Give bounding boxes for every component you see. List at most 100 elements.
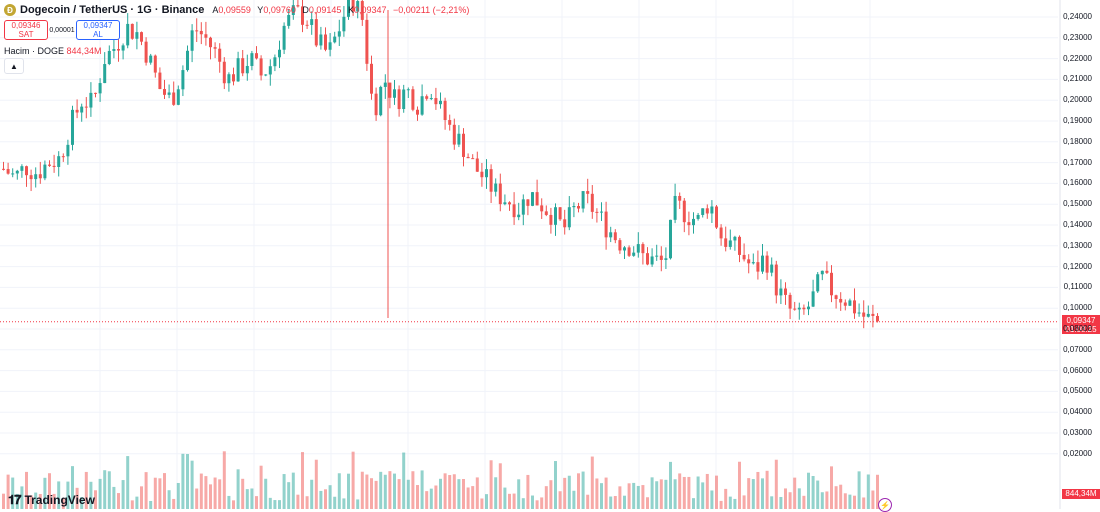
candle-body xyxy=(687,222,691,226)
volume-bar xyxy=(232,500,235,509)
candle-body xyxy=(167,92,171,95)
volume-bar xyxy=(508,493,511,509)
candle-body xyxy=(264,74,268,76)
candle-body xyxy=(176,89,180,105)
candle-body xyxy=(554,207,557,225)
candle-body xyxy=(374,93,378,116)
candle-body xyxy=(669,219,672,259)
y-axis-tick-label: 0,24000 xyxy=(1063,12,1092,21)
candle-body xyxy=(673,195,677,220)
volume-bar xyxy=(259,465,263,509)
volume-bar xyxy=(80,497,84,509)
volume-bar xyxy=(563,477,567,509)
candle-body xyxy=(98,83,102,94)
volume-bar xyxy=(2,493,5,509)
candle-body xyxy=(186,50,189,71)
volume-bar xyxy=(457,479,461,509)
candle-body xyxy=(526,199,530,206)
symbol-title[interactable]: Dogecoin / TetherUS · 1G · Binance xyxy=(20,4,205,16)
candle-body xyxy=(365,19,369,64)
candle-body xyxy=(756,262,760,272)
y-axis-tick-label: 0,21000 xyxy=(1063,74,1092,84)
candle-body xyxy=(370,63,373,94)
volume-bar xyxy=(636,485,640,509)
candle-body xyxy=(485,169,488,178)
volume-bar xyxy=(632,482,636,509)
y-axis-tick-label: 0,16000 xyxy=(1063,178,1092,188)
volume-bar xyxy=(360,471,364,509)
symbol-header[interactable]: Ð Dogecoin / TetherUS · 1G · Binance A0,… xyxy=(4,4,469,16)
candle-body xyxy=(457,133,461,145)
candle-body xyxy=(448,120,452,125)
candle-body xyxy=(443,100,447,121)
candle-body xyxy=(121,45,125,51)
candle-body xyxy=(636,244,640,253)
y-axis-tick-label: 0,13000 xyxy=(1063,240,1092,250)
candle-body xyxy=(227,74,231,84)
candle-body xyxy=(632,252,636,256)
candle-body xyxy=(406,89,410,91)
candle-body xyxy=(820,270,824,275)
volume-bar xyxy=(255,496,258,509)
candle-body xyxy=(738,236,741,255)
volume-bar xyxy=(696,476,700,509)
volume-bar xyxy=(613,496,617,509)
volume-bar xyxy=(682,476,686,509)
buy-button[interactable]: 0,09347 AL xyxy=(76,20,120,40)
volume-bar xyxy=(181,453,185,509)
volume-bar xyxy=(871,490,875,509)
volume-bar xyxy=(475,477,479,509)
volume-bar xyxy=(788,492,792,509)
y-axis-tick-label: 0,02000 xyxy=(1063,448,1092,458)
candle-body xyxy=(71,109,74,145)
chevron-up-icon[interactable]: ▲ xyxy=(4,58,24,74)
last-price-tag: 0,09347 01:08:25 xyxy=(1062,315,1100,334)
volume-bar xyxy=(452,474,456,509)
candle-body xyxy=(558,207,562,220)
tradingview-logo[interactable]: 𝟏𝟕 TradingView xyxy=(8,492,95,507)
volume-bar xyxy=(245,489,249,509)
volume-bar xyxy=(158,478,162,509)
volume-bar xyxy=(751,479,755,509)
volume-bar xyxy=(218,479,222,509)
volume-bar xyxy=(843,493,847,509)
volume-bar xyxy=(623,495,626,509)
candle-body xyxy=(535,192,539,206)
volume-bar xyxy=(770,496,774,509)
volume-bar xyxy=(664,479,668,509)
volume-bar xyxy=(406,479,410,509)
volume-bar xyxy=(595,478,599,509)
sell-button[interactable]: 0,09346 SAT xyxy=(4,20,48,40)
candle-body xyxy=(158,72,162,90)
volume-bar xyxy=(604,477,608,509)
candle-body xyxy=(94,92,97,94)
volume-bar xyxy=(351,451,355,509)
candle-body xyxy=(498,183,502,205)
candle-body xyxy=(853,300,856,314)
candle-body xyxy=(89,92,93,108)
volume-bar xyxy=(549,480,553,509)
volume-bar xyxy=(314,459,318,509)
candle-body xyxy=(866,313,870,317)
volume-bar xyxy=(121,480,125,509)
candle-body xyxy=(604,211,608,238)
volume-legend[interactable]: Hacim · DOGE 844,34M xyxy=(4,46,102,56)
y-axis-tick-label: 0,08000 xyxy=(1063,324,1092,333)
volume-bar xyxy=(540,497,544,509)
volume-bar xyxy=(489,460,493,509)
volume-bar xyxy=(15,493,19,509)
candle-body xyxy=(439,100,442,105)
lightning-icon[interactable]: ⚡ xyxy=(878,498,892,512)
volume-bar xyxy=(439,478,442,509)
volume-bar xyxy=(650,477,654,509)
candle-body xyxy=(590,193,594,212)
tradingview-logo-icon: 𝟏𝟕 xyxy=(8,492,22,507)
candle-body xyxy=(793,308,797,310)
candle-body xyxy=(107,50,111,65)
candle-body xyxy=(751,262,755,264)
candle-body xyxy=(462,133,465,157)
volume-bar xyxy=(715,475,718,509)
candle-body xyxy=(710,206,714,214)
candle-body xyxy=(774,264,778,296)
